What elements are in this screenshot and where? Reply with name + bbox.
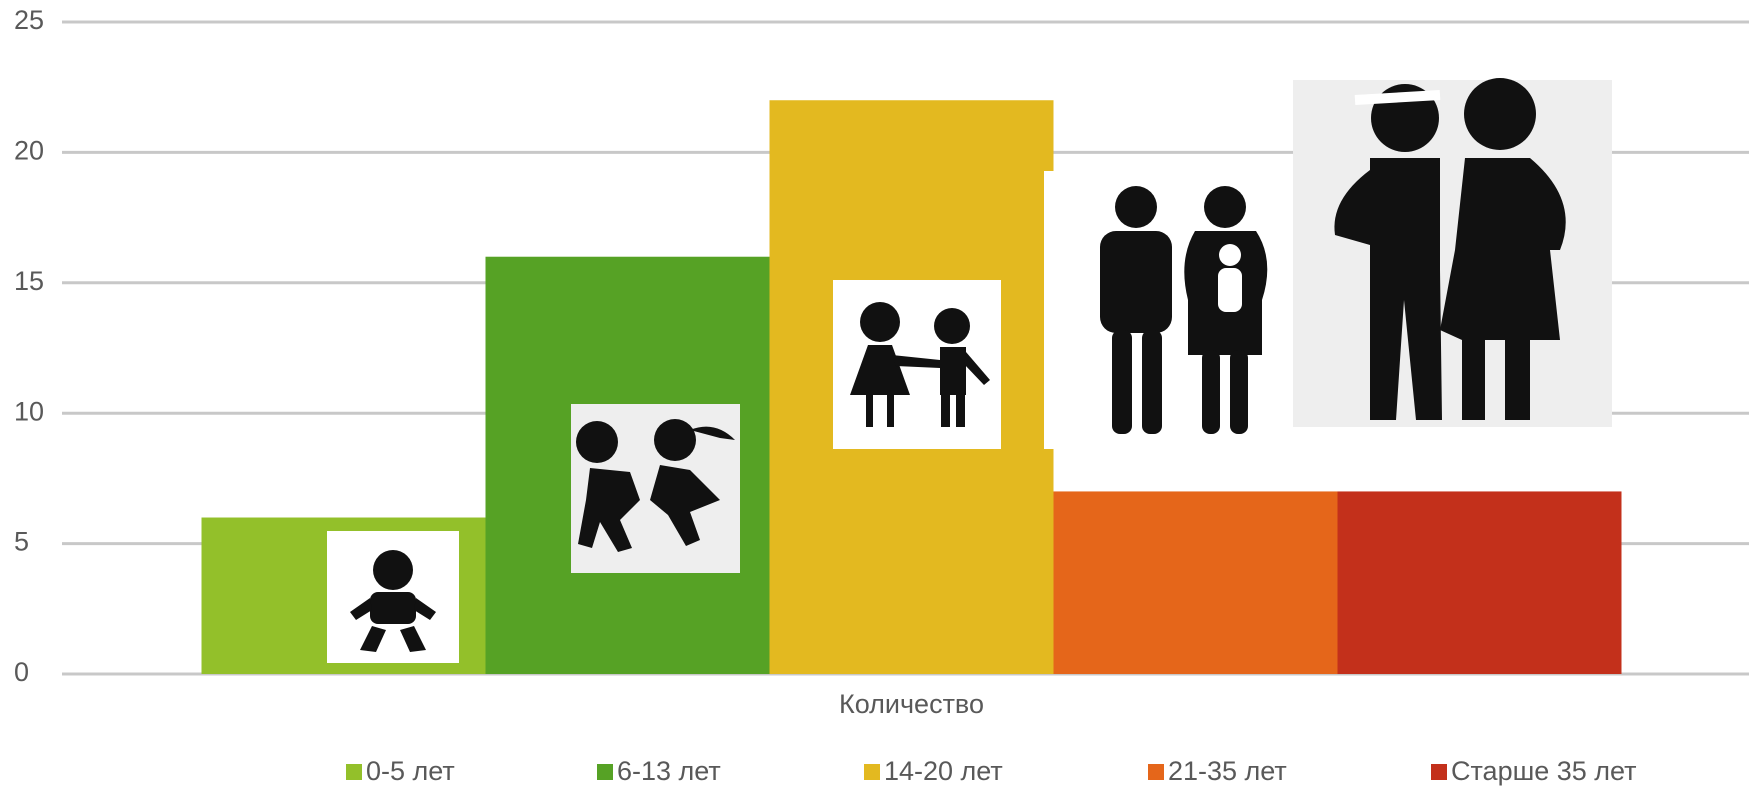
icon-family [1044, 171, 1293, 449]
y-tick-label: 10 [14, 396, 44, 426]
legend-label: 21-35 лет [1168, 756, 1287, 786]
legend-label: 14-20 лет [884, 756, 1003, 786]
legend-swatch [864, 764, 880, 780]
icon-children [833, 280, 1001, 449]
icon-baby [327, 531, 459, 663]
pictograms [327, 78, 1612, 663]
y-tick-label: 20 [14, 136, 44, 166]
y-tick-label: 25 [14, 5, 44, 35]
legend-label: Старше 35 лет [1451, 756, 1637, 786]
legend-label: 6-13 лет [617, 756, 721, 786]
icon-elderly [1293, 78, 1612, 427]
x-tick-label: Количество [839, 689, 984, 719]
y-tick-label: 0 [14, 657, 29, 687]
legend-swatch [597, 764, 613, 780]
bar [1053, 491, 1338, 674]
legend-swatch [346, 764, 362, 780]
y-tick-label: 5 [14, 527, 29, 557]
legend-swatch [1431, 764, 1447, 780]
legend-label: 0-5 лет [366, 756, 455, 786]
legend-swatch [1148, 764, 1164, 780]
y-tick-label: 15 [14, 266, 44, 296]
icon-kids-playing [571, 404, 740, 573]
bar [1337, 491, 1622, 674]
